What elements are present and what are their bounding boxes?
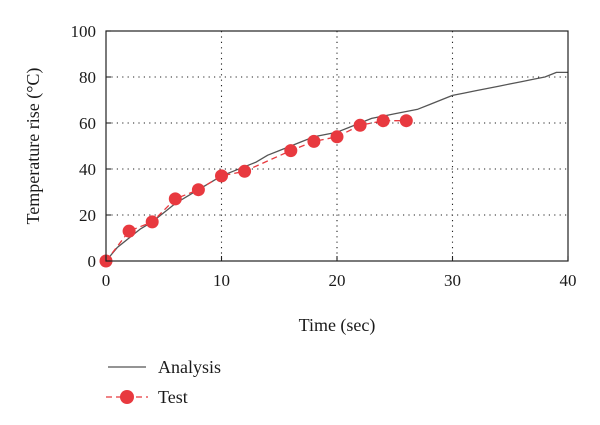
- series-test-line: [105, 120, 407, 262]
- axes: [105, 30, 569, 262]
- series-test-point-5: [215, 169, 228, 183]
- y-tick-label-0: 0: [88, 252, 97, 271]
- x-tick-label-10: 10: [213, 271, 230, 290]
- y-tick-label-20: 20: [79, 206, 96, 225]
- tick-labels: 0 10 20 30 40 0 20 40 60 80 100: [71, 22, 577, 290]
- series-test-point-4: [191, 183, 205, 197]
- series-test-point-7: [284, 144, 298, 158]
- x-tick-label-30: 30: [444, 271, 461, 290]
- series-test-point-11: [376, 114, 390, 128]
- series-test-point-1: [122, 224, 136, 238]
- y-tick-label-80: 80: [79, 68, 96, 87]
- legend-test-marker: [120, 390, 134, 404]
- y-tick-label-40: 40: [79, 160, 96, 179]
- series-layer: [99, 71, 568, 268]
- legend-analysis-label: Analysis: [158, 357, 221, 377]
- x-axis-label: Time (sec): [299, 315, 376, 336]
- x-tick-label-40: 40: [560, 271, 577, 290]
- legend-test-label: Test: [158, 387, 188, 407]
- series-test-point-9: [330, 130, 344, 144]
- x-tick-label-0: 0: [102, 271, 111, 290]
- series-test-point-12: [399, 114, 413, 128]
- series-test-point-2: [145, 215, 159, 229]
- series-test-point-3: [168, 192, 182, 206]
- x-tick-label-20: 20: [329, 271, 346, 290]
- y-tick-label-60: 60: [79, 114, 96, 133]
- series-test-point-6: [238, 164, 252, 178]
- series-test-point-8: [307, 134, 321, 148]
- series-test-point-10: [353, 118, 367, 132]
- grid: [106, 31, 568, 261]
- y-axis-label: Temperature rise (°C): [23, 68, 44, 225]
- y-tick-label-100: 100: [71, 22, 97, 41]
- legend: Analysis Test: [106, 357, 221, 407]
